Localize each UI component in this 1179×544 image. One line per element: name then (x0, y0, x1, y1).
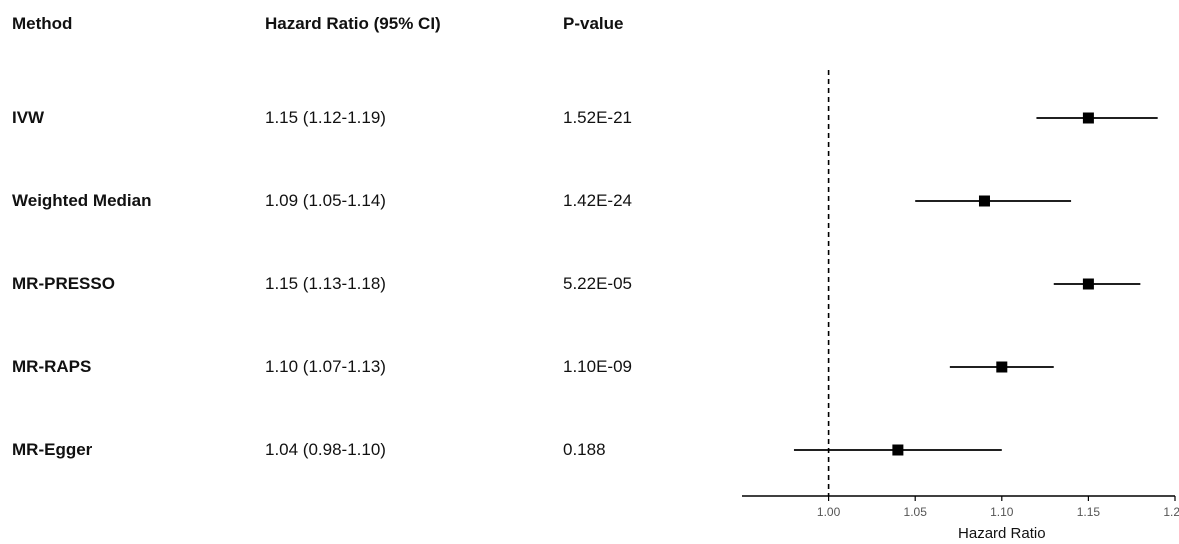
method-cell: IVW (12, 108, 45, 127)
hazard-ratio-cell: 1.15 (1.13-1.18) (265, 274, 386, 293)
estimate-marker (996, 361, 1008, 373)
estimate-marker (1082, 278, 1094, 290)
x-tick-label: 1.15 (1077, 505, 1101, 519)
hazard-ratio-cell: 1.09 (1.05-1.14) (265, 191, 386, 210)
x-tick-label: 1.05 (904, 505, 928, 519)
header-p-value: P-value (563, 14, 624, 33)
hazard-ratio-cell: 1.04 (0.98-1.10) (265, 440, 386, 459)
x-axis-label: Hazard Ratio (958, 525, 1046, 542)
x-tick-label: 1.00 (817, 505, 841, 519)
p-value-cell: 5.22E-05 (563, 274, 632, 293)
header-method: Method (12, 14, 73, 33)
p-value-cell: 1.52E-21 (563, 108, 632, 127)
x-tick-label: 1.10 (990, 505, 1014, 519)
header-hazard-ratio: Hazard Ratio (95% CI) (265, 14, 441, 33)
p-value-cell: 0.188 (563, 440, 606, 459)
estimate-marker (892, 444, 904, 456)
p-value-cell: 1.10E-09 (563, 357, 632, 376)
method-cell: Weighted Median (12, 191, 152, 210)
hazard-ratio-cell: 1.15 (1.12-1.19) (265, 108, 386, 127)
estimate-marker (1082, 112, 1094, 124)
hazard-ratio-cell: 1.10 (1.07-1.13) (265, 357, 386, 376)
method-cell: MR-RAPS (12, 357, 92, 376)
method-cell: MR-PRESSO (12, 274, 115, 293)
estimate-marker (978, 195, 990, 207)
x-tick-label: 1.20 (1163, 505, 1179, 519)
p-value-cell: 1.42E-24 (563, 191, 632, 210)
method-cell: MR-Egger (12, 440, 93, 459)
